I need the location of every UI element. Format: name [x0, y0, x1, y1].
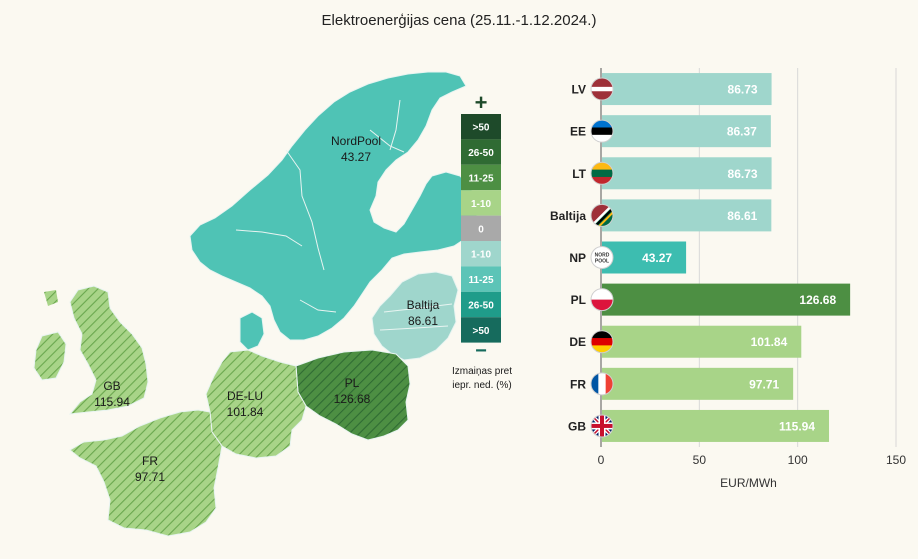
bar-value-label: 43.27 — [642, 251, 672, 265]
legend-swatch — [461, 114, 501, 140]
bar-value-label: 115.94 — [779, 419, 815, 433]
map-region-ie — [33, 331, 67, 381]
map-region-nordpool — [189, 71, 479, 341]
legend-label: 11-25 — [468, 174, 493, 185]
map-region-fr — [69, 409, 223, 537]
x-tick-label: 50 — [693, 453, 707, 467]
legend-label: 1-10 — [471, 250, 491, 261]
category-label: GB — [568, 419, 586, 433]
bar-de — [602, 325, 802, 358]
map-label-nordpool: NordPool — [331, 134, 381, 148]
map-value-pl: 126.68 — [334, 392, 371, 406]
legend-label: 0 — [478, 224, 484, 235]
category-label: PL — [571, 293, 586, 307]
legend-label: >50 — [473, 326, 490, 337]
map-value-de-lu: 101.84 — [227, 405, 264, 419]
map-region-de-lu — [205, 349, 307, 459]
bar-lv — [602, 73, 772, 106]
legend-swatch — [461, 266, 501, 292]
category-label: LT — [572, 167, 586, 181]
legend-caption-line1: Izmaiņas pret — [452, 366, 512, 377]
legend-minus-icon: − — [475, 340, 487, 362]
flag-lt-icon — [590, 161, 614, 185]
map-label-pl: PL — [345, 376, 360, 390]
category-label: EE — [570, 125, 586, 139]
category-label: FR — [570, 377, 586, 391]
legend-label: 1-10 — [471, 199, 491, 210]
bar-baltija — [602, 199, 772, 232]
bar-gb — [602, 409, 830, 442]
bar-value-label: 86.61 — [727, 209, 757, 223]
bar-lt — [602, 157, 772, 190]
x-tick-label: 100 — [788, 453, 808, 467]
x-tick-label: 0 — [598, 453, 605, 467]
flag-de-icon — [590, 330, 614, 354]
chart-title: Elektroenerģijas cena (25.11.-1.12.2024.… — [321, 12, 597, 29]
x-axis-label: EUR/MWh — [720, 476, 777, 490]
map-value-fr: 97.71 — [135, 470, 165, 484]
map-value-gb: 115.94 — [94, 395, 130, 409]
bar-value-label: 86.73 — [728, 167, 758, 181]
legend-swatch — [461, 317, 501, 343]
legend-label: 11-25 — [468, 275, 493, 286]
legend-swatch — [461, 241, 501, 267]
category-label: LV — [572, 83, 586, 97]
bar-value-label: 86.37 — [727, 125, 757, 139]
flag-lv-icon — [590, 77, 614, 101]
map-value-nordpool: 43.27 — [341, 150, 371, 164]
flag-ee-icon — [590, 119, 614, 143]
legend-swatch — [461, 291, 501, 318]
legend-caption-line2: iepr. ned. (%) — [452, 380, 511, 391]
category-label: Baltija — [550, 209, 586, 223]
svg-text:NORD: NORD — [595, 253, 610, 259]
flag-pl-icon — [590, 288, 614, 312]
bar-np — [602, 241, 687, 274]
bar-value-label: 97.71 — [749, 377, 779, 391]
bar-ee — [602, 115, 771, 148]
category-label: NP — [569, 251, 586, 265]
legend: >50 26-50 11-25 1-10 0 1-10 11-25 26-50 >50 — [461, 114, 501, 343]
legend-plus-icon: + — [475, 90, 488, 115]
bar-value-label: 101.84 — [751, 335, 788, 349]
map-label-baltija: Baltija — [407, 298, 440, 312]
bar-pl — [602, 283, 851, 316]
map-label-fr: FR — [142, 454, 158, 468]
map-region-baltija — [371, 271, 459, 361]
flag-fr-icon — [590, 372, 614, 396]
legend-label: >50 — [473, 123, 490, 134]
category-label: DE — [569, 335, 586, 349]
legend-swatch — [461, 164, 501, 191]
legend-swatch — [461, 215, 501, 241]
legend-swatch — [461, 139, 501, 165]
flag-gb-icon — [590, 414, 614, 438]
x-tick-label: 150 — [886, 453, 906, 467]
map-region-denmark — [239, 311, 265, 351]
bar-value-label: 86.73 — [728, 83, 758, 97]
bar-value-label: 126.68 — [799, 293, 836, 307]
map-region-pl — [295, 349, 411, 441]
map-label-de-lu: DE-LU — [227, 389, 263, 403]
legend-swatch — [461, 190, 501, 216]
legend-label: 26-50 — [468, 148, 494, 159]
map-value-baltija: 86.61 — [408, 314, 438, 328]
flag-baltic-icon — [590, 203, 614, 227]
map-label-gb: GB — [103, 379, 120, 393]
legend-label: 26-50 — [468, 301, 494, 312]
bar-fr — [602, 367, 794, 400]
map-region-gb — [68, 285, 149, 415]
svg-text:POOL: POOL — [595, 259, 609, 265]
